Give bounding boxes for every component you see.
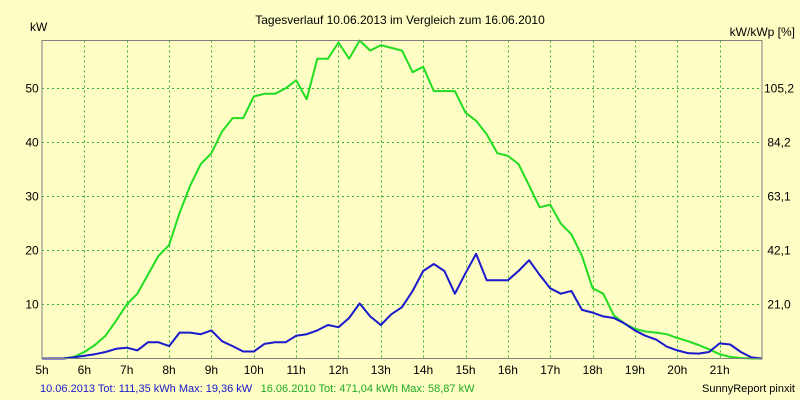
y-left-tick-10: 10 xyxy=(25,297,39,311)
y-left-tick-40: 40 xyxy=(25,135,39,149)
x-tick-10h: 10h xyxy=(244,363,264,377)
x-tick-11h: 11h xyxy=(287,363,306,377)
series-lines xyxy=(42,39,763,360)
y-right-tick-63,1: 63,1 xyxy=(767,189,791,203)
legend-entry-2013: 10.06.2013 Tot: 111,35 kWh Max: 19,36 kW xyxy=(40,383,253,395)
credit-label: SunnyReport pinxit xyxy=(702,383,795,395)
x-axis-ticks: 5h 6h 7h 8h 9h 10h 11h 12h 13h 14h 15h 16h 17h 18h 19h… xyxy=(35,363,729,377)
legend-entry-2010: 16.06.2010 Tot: 471,04 kWh Max: 58,87 kW xyxy=(261,383,475,395)
y-axis-right-label: kW/kWp [%] xyxy=(730,25,795,39)
x-tick-9h: 9h xyxy=(205,363,218,377)
legend: 10.06.2013 Tot: 111,35 kWh Max: 19,36 kW… xyxy=(40,379,475,396)
x-tick-6h: 6h xyxy=(78,363,91,377)
x-tick-7h: 7h xyxy=(120,363,133,377)
x-tick-20h: 20h xyxy=(667,363,687,377)
x-tick-15h: 15h xyxy=(456,363,476,377)
y-axis-right-ticks: 21,0 42,1 63,1 84,2 105,2 xyxy=(764,81,794,311)
chart-title: Tagesverlauf 10.06.2013 im Vergleich zum… xyxy=(255,13,545,27)
y-left-tick-20: 20 xyxy=(25,243,39,257)
x-tick-21h: 21h xyxy=(710,363,730,377)
x-tick-19h: 19h xyxy=(625,363,645,377)
y-right-tick-42,1: 42,1 xyxy=(767,243,791,257)
series-line-10.06.2013 xyxy=(42,252,763,360)
y-axis-left-ticks: 10 20 30 40 50 xyxy=(25,81,39,311)
plot-frame xyxy=(41,40,763,359)
x-tick-12h: 12h xyxy=(328,363,348,377)
series-line-16.06.2010 xyxy=(42,39,762,360)
grid-lines xyxy=(42,40,762,359)
x-tick-13h: 13h xyxy=(371,363,391,377)
y-right-tick-105,2: 105,2 xyxy=(764,81,794,95)
x-tick-5h: 5h xyxy=(35,363,48,377)
y-left-tick-50: 50 xyxy=(25,81,39,95)
y-axis-left-label: kW xyxy=(30,20,48,34)
x-tick-8h: 8h xyxy=(162,363,175,377)
x-tick-14h: 14h xyxy=(413,363,433,377)
x-tick-17h: 17h xyxy=(540,363,560,377)
y-left-tick-30: 30 xyxy=(25,189,39,203)
x-tick-18h: 18h xyxy=(583,363,603,377)
y-right-tick-84,2: 84,2 xyxy=(767,135,791,149)
y-right-tick-21,0: 21,0 xyxy=(767,298,791,312)
x-tick-16h: 16h xyxy=(498,363,518,377)
